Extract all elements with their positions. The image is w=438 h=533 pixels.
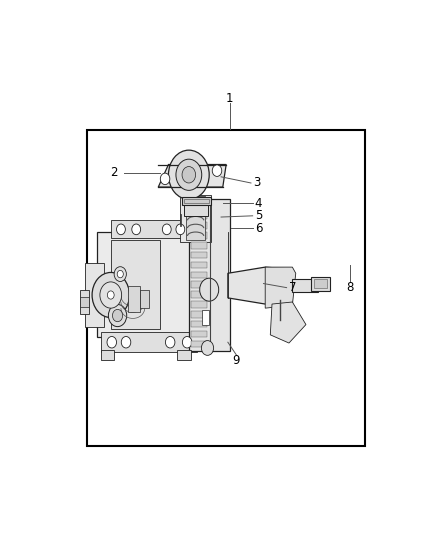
Bar: [191, 232, 207, 239]
Bar: [101, 350, 114, 360]
Circle shape: [117, 224, 125, 235]
Bar: [111, 220, 184, 238]
Bar: [293, 279, 318, 292]
Bar: [184, 199, 209, 204]
Bar: [80, 297, 88, 307]
Bar: [311, 277, 330, 292]
Circle shape: [169, 150, 209, 199]
Bar: [191, 222, 207, 229]
Circle shape: [212, 165, 222, 176]
Bar: [191, 341, 207, 347]
Circle shape: [160, 173, 170, 184]
Circle shape: [117, 270, 124, 278]
Circle shape: [121, 336, 131, 348]
Bar: [202, 310, 208, 325]
Text: 8: 8: [346, 281, 354, 294]
Text: 5: 5: [255, 209, 262, 222]
Bar: [191, 262, 207, 268]
Circle shape: [113, 309, 123, 322]
Text: 1: 1: [226, 92, 233, 106]
Bar: [180, 214, 181, 226]
Circle shape: [182, 166, 196, 183]
Text: 7: 7: [289, 281, 296, 294]
Bar: [177, 350, 191, 360]
Circle shape: [176, 159, 202, 190]
Circle shape: [200, 278, 219, 301]
Bar: [184, 204, 208, 216]
Bar: [191, 272, 207, 278]
Bar: [191, 311, 207, 318]
Circle shape: [166, 336, 175, 348]
Circle shape: [108, 304, 127, 327]
Bar: [314, 279, 327, 288]
Bar: [189, 199, 230, 351]
Text: 6: 6: [254, 222, 262, 235]
Bar: [128, 286, 140, 312]
Polygon shape: [265, 267, 296, 308]
Bar: [191, 330, 207, 337]
Bar: [85, 263, 104, 327]
Text: 4: 4: [254, 197, 262, 210]
Polygon shape: [228, 267, 293, 304]
Bar: [191, 292, 207, 298]
Bar: [140, 290, 149, 308]
Bar: [191, 252, 207, 259]
Circle shape: [114, 266, 127, 281]
Bar: [101, 333, 197, 352]
Circle shape: [201, 341, 214, 356]
Bar: [191, 301, 207, 308]
Bar: [97, 232, 228, 337]
Circle shape: [132, 224, 141, 235]
Bar: [180, 195, 211, 243]
Bar: [191, 213, 207, 219]
Circle shape: [162, 224, 171, 235]
Polygon shape: [158, 165, 226, 187]
Text: 9: 9: [233, 354, 240, 367]
Circle shape: [182, 336, 192, 348]
Bar: [87, 130, 365, 446]
Polygon shape: [270, 302, 306, 343]
Bar: [191, 281, 207, 288]
Circle shape: [100, 282, 122, 308]
Bar: [191, 242, 207, 248]
Circle shape: [176, 224, 185, 235]
Bar: [80, 290, 88, 314]
Bar: [111, 240, 160, 329]
Bar: [191, 321, 207, 327]
Bar: [187, 196, 205, 240]
Text: 3: 3: [253, 176, 261, 189]
Text: 2: 2: [110, 166, 118, 179]
Bar: [182, 197, 211, 205]
Circle shape: [92, 272, 130, 318]
Circle shape: [107, 336, 117, 348]
Circle shape: [107, 291, 114, 299]
